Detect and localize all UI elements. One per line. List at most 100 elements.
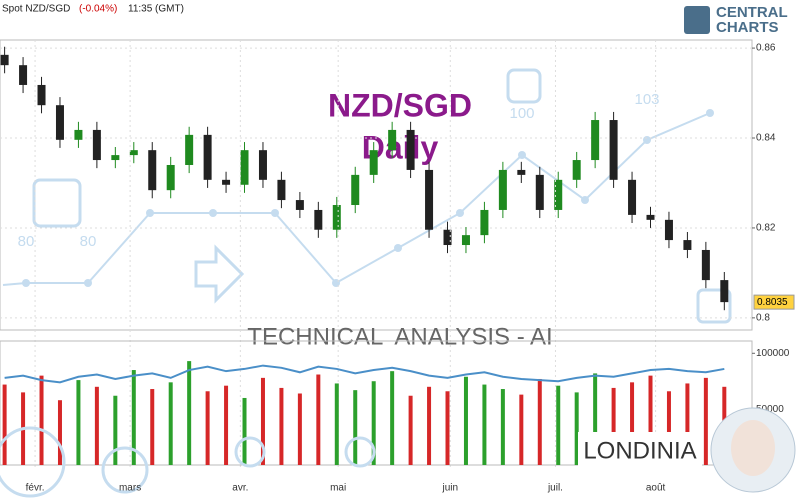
volume-bar <box>224 385 229 465</box>
volume-bar <box>39 375 44 465</box>
candle-body <box>19 65 28 85</box>
candle-body <box>461 235 470 246</box>
volume-bar <box>630 382 635 465</box>
candle-body <box>258 150 267 180</box>
y-tick-label: 50000 <box>756 404 784 415</box>
candle-body <box>609 120 618 180</box>
candle-body <box>129 150 138 156</box>
candle-body <box>148 150 157 191</box>
volume-line <box>4 364 725 384</box>
candle-body <box>388 129 397 151</box>
candle-body <box>720 280 729 303</box>
volume-bar <box>500 389 505 465</box>
price-panel: 0.86 0.84 0.82 0.8 0.8035 <box>0 39 795 470</box>
candle-body <box>701 249 710 281</box>
x-tick-label: juil. <box>547 483 563 494</box>
candle-body <box>74 129 83 140</box>
last-price-label: 0.8035 <box>757 297 788 308</box>
watermark-score: 103 <box>634 91 659 108</box>
x-tick-label: avr. <box>232 483 248 494</box>
volume-bar <box>334 383 339 465</box>
watermark-icon <box>32 178 82 228</box>
candle-body <box>683 240 692 250</box>
candle-body <box>369 150 378 175</box>
volume-bar <box>593 373 598 465</box>
x-tick-label: juin <box>441 483 458 494</box>
watermark-banner: TECHNICAL ANALYSIS - AI <box>247 323 552 350</box>
candle-body <box>646 214 655 220</box>
volume-bar <box>279 387 284 465</box>
volume-bar <box>57 400 62 465</box>
candle-body <box>664 219 673 241</box>
candle-body <box>332 205 341 230</box>
candle-body <box>240 150 249 185</box>
volume-bar <box>113 395 118 465</box>
volume-bar <box>648 375 653 465</box>
volume-bar <box>666 391 671 465</box>
logo-line2: CHARTS <box>716 19 779 36</box>
volume-bar <box>187 361 192 465</box>
volume-panel: 100000 50000 <box>0 340 790 466</box>
header-time: 11:35 (GMT) <box>128 4 184 15</box>
volume-bar <box>371 381 376 465</box>
candle-body <box>222 179 231 185</box>
volume-bar <box>353 390 358 465</box>
candle-body <box>572 160 581 180</box>
logo-line1: CENTRAL <box>716 4 788 21</box>
volume-bar <box>574 392 579 465</box>
volume-bar <box>445 391 450 465</box>
volume-bar <box>242 397 247 465</box>
candle-body <box>591 120 600 161</box>
x-tick-label: mars <box>119 483 141 494</box>
candle-body <box>295 200 304 210</box>
candle-body <box>351 174 360 206</box>
watermark-score: 100 <box>509 105 534 122</box>
volume-bar <box>390 371 395 465</box>
volume-bar <box>482 384 487 465</box>
volume-bar <box>556 385 561 465</box>
candle-body <box>406 129 415 170</box>
brand-box <box>578 432 702 470</box>
volume-bar <box>537 378 542 465</box>
volume-bar <box>685 383 690 465</box>
volume-bar <box>611 387 616 465</box>
x-tick-label: mai <box>330 483 346 494</box>
candle-body <box>203 134 212 180</box>
volume-bar <box>703 377 708 465</box>
candle-body <box>425 169 434 230</box>
watermark-arrow <box>194 244 245 304</box>
panel-frame <box>0 39 753 331</box>
candle-body <box>0 54 9 66</box>
x-tick-label: août <box>646 483 666 494</box>
watermark-score: 80 <box>80 233 97 250</box>
volume-bar <box>316 374 321 465</box>
candle-body <box>535 174 544 210</box>
candle-body <box>443 229 452 246</box>
candle-body <box>55 105 64 140</box>
watermark-pair: NZD/SGD <box>328 87 472 123</box>
volume-bar <box>427 386 432 465</box>
volume-bar <box>76 380 81 465</box>
watermark-circles <box>0 426 376 498</box>
y-tick-label: 0.86 <box>756 43 776 54</box>
header-symbol: Spot NZD/SGD <box>2 4 70 15</box>
brand: LONDINIA <box>583 437 696 464</box>
y-tick-label: 100000 <box>756 348 790 359</box>
candle-body <box>517 169 526 175</box>
volume-bar <box>131 370 136 465</box>
avatar-face <box>731 420 775 476</box>
last-price-box <box>753 294 795 310</box>
volume-bar <box>2 384 7 465</box>
panel-frame <box>0 340 753 466</box>
candle-body <box>277 179 286 201</box>
candle-body <box>92 129 101 161</box>
candle-body <box>554 179 563 210</box>
volume-bar <box>205 391 210 465</box>
watermark-score: 80 <box>18 233 35 250</box>
candle-body <box>480 209 489 236</box>
volume-bar <box>519 394 524 465</box>
candle-body <box>498 169 507 210</box>
watermark-icon <box>696 288 732 324</box>
volume-bar <box>150 389 155 465</box>
